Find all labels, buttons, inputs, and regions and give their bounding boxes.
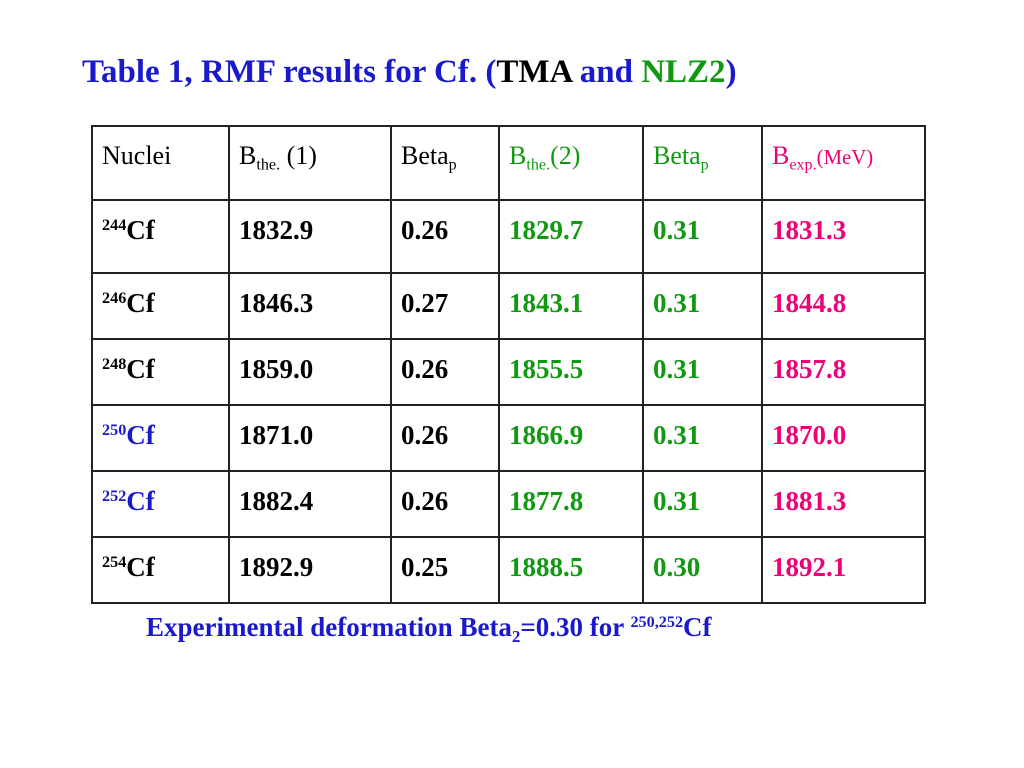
cell-b-exp: 1870.0 <box>761 404 926 472</box>
cell-b-the-1: 1871.0 <box>228 404 392 472</box>
cell-b-the-2: 1843.1 <box>498 272 644 340</box>
cell-nucleus: 254Cf <box>91 536 230 604</box>
cell-beta-2: 0.31 <box>642 404 763 472</box>
title-and: and <box>571 54 642 90</box>
cell-beta-1: 0.26 <box>390 470 500 538</box>
cell-b-the-2: 1866.9 <box>498 404 644 472</box>
table-row: 254Cf 1892.9 0.25 1888.5 0.30 1892.1 <box>91 536 926 604</box>
page-title: Table 1, RMF results for Cf. (TMA and NL… <box>82 54 737 91</box>
cell-nucleus: 244Cf <box>91 199 230 274</box>
cell-beta-1: 0.26 <box>390 404 500 472</box>
footnote: Experimental deformation Beta2=0.30 for … <box>146 612 712 646</box>
cell-b-exp: 1844.8 <box>761 272 926 340</box>
header-beta-1: Betap <box>390 125 500 201</box>
cell-b-exp: 1892.1 <box>761 536 926 604</box>
cell-b-the-1: 1882.4 <box>228 470 392 538</box>
cell-nucleus: 248Cf <box>91 338 230 406</box>
cell-b-the-2: 1888.5 <box>498 536 644 604</box>
cell-nucleus: 246Cf <box>91 272 230 340</box>
cell-beta-2: 0.31 <box>642 199 763 274</box>
cell-b-the-1: 1846.3 <box>228 272 392 340</box>
footnote-subscript: 2 <box>511 626 521 646</box>
cell-beta-2: 0.30 <box>642 536 763 604</box>
cell-b-the-2: 1877.8 <box>498 470 644 538</box>
header-row: Nuclei Bthe. (1) Betap Bthe.(2) Betap Be… <box>91 125 926 201</box>
cell-b-the-1: 1892.9 <box>228 536 392 604</box>
cell-beta-2: 0.31 <box>642 272 763 340</box>
cell-beta-1: 0.27 <box>390 272 500 340</box>
cell-nucleus: 250Cf <box>91 404 230 472</box>
cell-b-the-1: 1859.0 <box>228 338 392 406</box>
header-b-exp: Bexp.(MeV) <box>761 125 926 201</box>
cell-nucleus: 252Cf <box>91 470 230 538</box>
title-model-nlz2: NLZ2 <box>641 54 726 90</box>
cell-b-exp: 1857.8 <box>761 338 926 406</box>
title-model-tma: TMA <box>496 54 572 90</box>
title-suffix: ) <box>725 54 737 90</box>
cell-beta-2: 0.31 <box>642 470 763 538</box>
title-prefix: Table 1, RMF results for Cf. ( <box>82 54 497 90</box>
cell-beta-1: 0.26 <box>390 338 500 406</box>
header-b-the-2: Bthe.(2) <box>498 125 644 201</box>
table-row: 252Cf 1882.4 0.26 1877.8 0.31 1881.3 <box>91 470 926 538</box>
footnote-value: =0.30 for <box>520 612 631 642</box>
cell-b-the-2: 1829.7 <box>498 199 644 274</box>
cell-b-the-1: 1832.9 <box>228 199 392 274</box>
table-row: 250Cf 1871.0 0.26 1866.9 0.31 1870.0 <box>91 404 926 472</box>
table-row: 244Cf 1832.9 0.26 1829.7 0.31 1831.3 <box>91 199 926 274</box>
header-beta-2: Betap <box>642 125 763 201</box>
cell-b-exp: 1831.3 <box>761 199 926 274</box>
header-b-the-1: Bthe. (1) <box>228 125 392 201</box>
cell-b-exp: 1881.3 <box>761 470 926 538</box>
footnote-mass: 250,252 <box>630 613 684 632</box>
footnote-element: Cf <box>683 612 712 642</box>
cell-beta-1: 0.26 <box>390 199 500 274</box>
cell-beta-2: 0.31 <box>642 338 763 406</box>
results-table: Nuclei Bthe. (1) Betap Bthe.(2) Betap Be… <box>91 125 926 604</box>
cell-b-the-2: 1855.5 <box>498 338 644 406</box>
table-row: 248Cf 1859.0 0.26 1855.5 0.31 1857.8 <box>91 338 926 406</box>
header-nuclei: Nuclei <box>91 125 230 201</box>
table-row: 246Cf 1846.3 0.27 1843.1 0.31 1844.8 <box>91 272 926 340</box>
footnote-text: Experimental deformation Beta <box>146 612 512 642</box>
cell-beta-1: 0.25 <box>390 536 500 604</box>
